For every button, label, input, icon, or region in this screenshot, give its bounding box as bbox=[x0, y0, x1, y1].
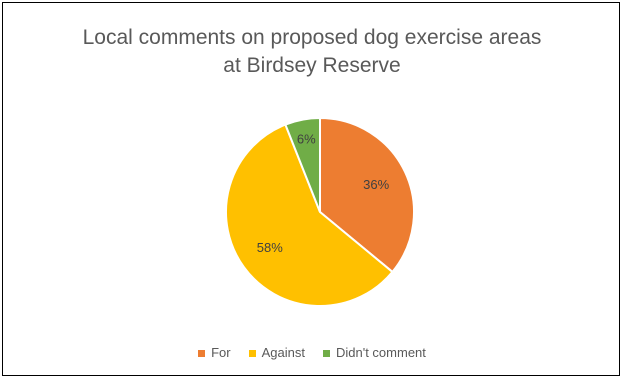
legend-label-for: For bbox=[211, 345, 231, 360]
data-label-for: 36% bbox=[363, 177, 389, 192]
pie-slice-against bbox=[225, 123, 394, 307]
chart-title-line-2: at Birdsey Reserve bbox=[223, 54, 401, 77]
pie-slice-for bbox=[319, 116, 415, 274]
legend-item-didnt-comment: Didn't comment bbox=[322, 345, 426, 361]
chart-title-line-1: Local comments on proposed dog exercise … bbox=[82, 26, 542, 49]
legend-label-against: Against bbox=[261, 345, 305, 360]
data-label-against: 58% bbox=[257, 240, 283, 255]
pie-slice-didnt-comment bbox=[284, 116, 321, 213]
legend-item-against: Against bbox=[248, 345, 305, 361]
legend-swatch-didnt-comment bbox=[322, 349, 330, 357]
data-label-didnt-comment: 6% bbox=[297, 131, 316, 146]
legend-swatch-against bbox=[248, 349, 256, 357]
legend-swatch-for bbox=[198, 349, 206, 357]
legend-label-didnt-comment: Didn't comment bbox=[335, 345, 426, 360]
legend: For Against Didn't comment bbox=[0, 345, 624, 361]
legend-item-for: For bbox=[198, 345, 231, 361]
